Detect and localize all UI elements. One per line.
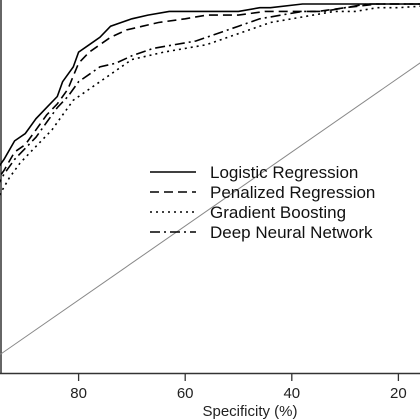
legend-label: Logistic Regression <box>210 163 358 182</box>
series-line-deep-neural-network <box>0 3 420 183</box>
x-tick-label: 20 <box>390 385 407 402</box>
legend-label: Penalized Regression <box>210 183 375 202</box>
plot-frame <box>0 0 420 375</box>
series-line-penalized-regression <box>0 3 420 178</box>
series-group <box>0 3 420 196</box>
x-tick-label: 40 <box>283 385 300 402</box>
x-axis-title: Specificity (%) <box>202 403 297 420</box>
x-tick-label: 60 <box>177 385 194 402</box>
x-axis-ticks: 80 60 40 20 <box>70 374 407 402</box>
legend-label: Gradient Boosting <box>210 203 346 222</box>
series-line-logistic-regression <box>0 3 420 167</box>
x-tick-label: 80 <box>70 385 87 402</box>
reference-diagonal-line <box>0 62 420 356</box>
legend-label: Deep Neural Network <box>210 223 373 242</box>
series-line-gradient-boosting <box>0 5 420 196</box>
